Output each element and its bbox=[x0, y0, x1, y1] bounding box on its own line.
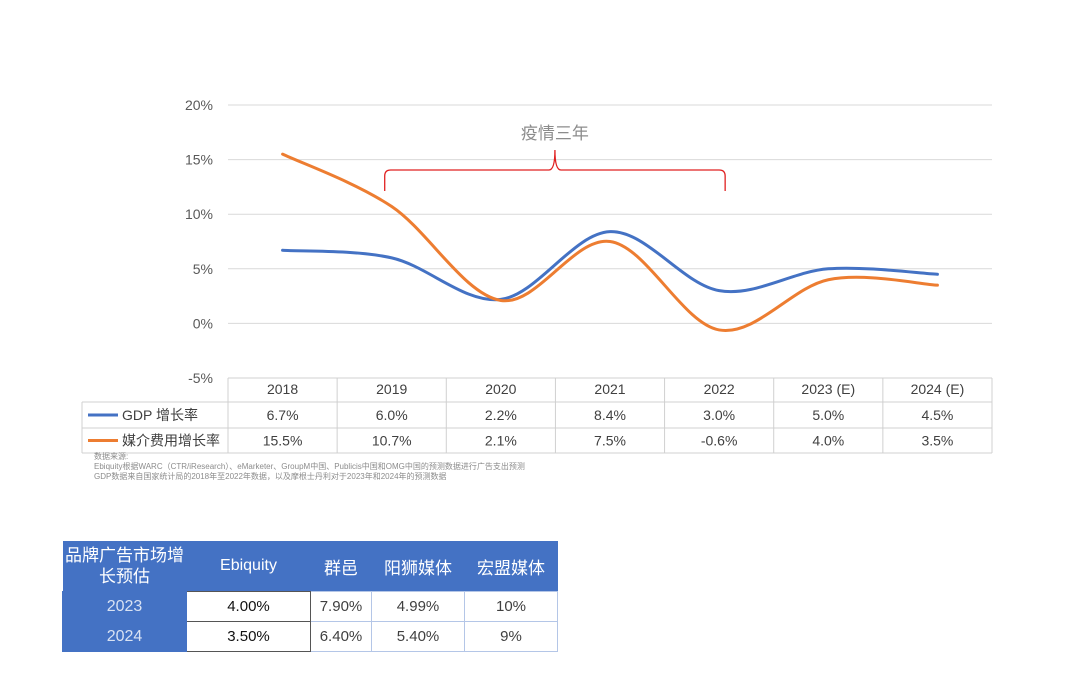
data-label: -0.6% bbox=[701, 433, 738, 449]
cell-omg: 10% bbox=[464, 591, 558, 622]
data-label: 3.0% bbox=[703, 407, 735, 423]
data-table: 2018 2019 2020 2021 2022 2023 (E) 2024 (E) GDP … bbox=[81, 377, 993, 454]
series-line-1 bbox=[281, 152, 939, 332]
data-label: 8.4% bbox=[594, 407, 626, 423]
data-label: 2.2% bbox=[485, 407, 517, 423]
cell-groupm: 7.90% bbox=[310, 591, 372, 622]
x-category-label: 2024 (E) bbox=[911, 381, 965, 397]
y-tick-label: 10% bbox=[185, 206, 213, 222]
x-category-label: 2020 bbox=[485, 381, 516, 397]
series-line-0 bbox=[281, 230, 939, 302]
data-label: 6.7% bbox=[267, 407, 299, 423]
y-tick-label: 15% bbox=[185, 152, 213, 168]
y-tick-label: -5% bbox=[188, 370, 213, 386]
col-header-omg: 宏盟媒体 bbox=[464, 541, 558, 592]
growth-line-chart: 20%15%10%5%0%-5% 疫情三年 2018 2019 2020 2021 20… bbox=[81, 97, 993, 454]
table-corner-header: 品牌广告市场增长预估 bbox=[62, 541, 187, 592]
data-label: 4.0% bbox=[812, 433, 844, 449]
source-line-2: GDP数据来自国家统计局的2018年至2022年数据，以及摩根士丹利对于2023… bbox=[94, 472, 447, 481]
y-tick-label: 20% bbox=[185, 97, 213, 113]
annotation-brace bbox=[384, 149, 726, 191]
annotation-label: 疫情三年 bbox=[521, 124, 589, 143]
source-label: 数据来源: bbox=[94, 452, 129, 461]
data-label: 4.5% bbox=[921, 407, 953, 423]
cell-ebiquity: 3.50% bbox=[186, 621, 311, 652]
col-header-groupm: 群邑 bbox=[310, 541, 372, 592]
row-year: 2023 bbox=[62, 591, 187, 622]
cell-groupm: 6.40% bbox=[310, 621, 372, 652]
source-line-1: Ebiquity根据WARC（CTR/iResearch）、eMarketer、… bbox=[94, 462, 525, 471]
y-tick-label: 5% bbox=[193, 261, 213, 277]
x-category-label: 2018 bbox=[267, 381, 298, 397]
source-note: 数据来源: Ebiquity根据WARC（CTR/iResearch）、eMar… bbox=[94, 452, 525, 482]
x-category-label: 2021 bbox=[594, 381, 625, 397]
cell-omg: 9% bbox=[464, 621, 558, 652]
legend-label: GDP 增长率 bbox=[122, 407, 198, 423]
data-label: 3.5% bbox=[921, 433, 953, 449]
data-label: 6.0% bbox=[376, 407, 408, 423]
y-axis-ticks: 20% 15% 10% 5% 0% -5% bbox=[185, 97, 213, 386]
cell-publicis: 5.40% bbox=[371, 621, 465, 652]
brand-ad-growth-table: 品牌广告市场增长预估 Ebiquity 群邑 阳狮媒体 宏盟媒体 2023 4.… bbox=[62, 541, 558, 652]
data-label: 7.5% bbox=[594, 433, 626, 449]
table-row: 2024 3.50% 6.40% 5.40% 9% bbox=[62, 621, 558, 652]
col-header-ebiquity: Ebiquity bbox=[186, 541, 311, 592]
table-row: 2023 4.00% 7.90% 4.99% 10% bbox=[62, 591, 558, 622]
data-label: 5.0% bbox=[812, 407, 844, 423]
legend-label: 媒介费用增长率 bbox=[122, 433, 220, 449]
data-label: 2.1% bbox=[485, 433, 517, 449]
y-tick-label: 0% bbox=[193, 315, 213, 331]
data-label: 15.5% bbox=[263, 433, 303, 449]
cell-ebiquity: 4.00% bbox=[186, 591, 311, 622]
data-label: 10.7% bbox=[372, 433, 412, 449]
col-header-publicis: 阳狮媒体 bbox=[371, 541, 465, 592]
series-lines bbox=[281, 152, 939, 332]
x-category-label: 2023 (E) bbox=[801, 381, 855, 397]
x-category-label: 2019 bbox=[376, 381, 407, 397]
row-year: 2024 bbox=[62, 621, 187, 652]
cell-publicis: 4.99% bbox=[371, 591, 465, 622]
x-category-label: 2022 bbox=[704, 381, 735, 397]
gridlines bbox=[228, 104, 992, 324]
pandemic-annotation: 疫情三年 bbox=[384, 124, 726, 191]
